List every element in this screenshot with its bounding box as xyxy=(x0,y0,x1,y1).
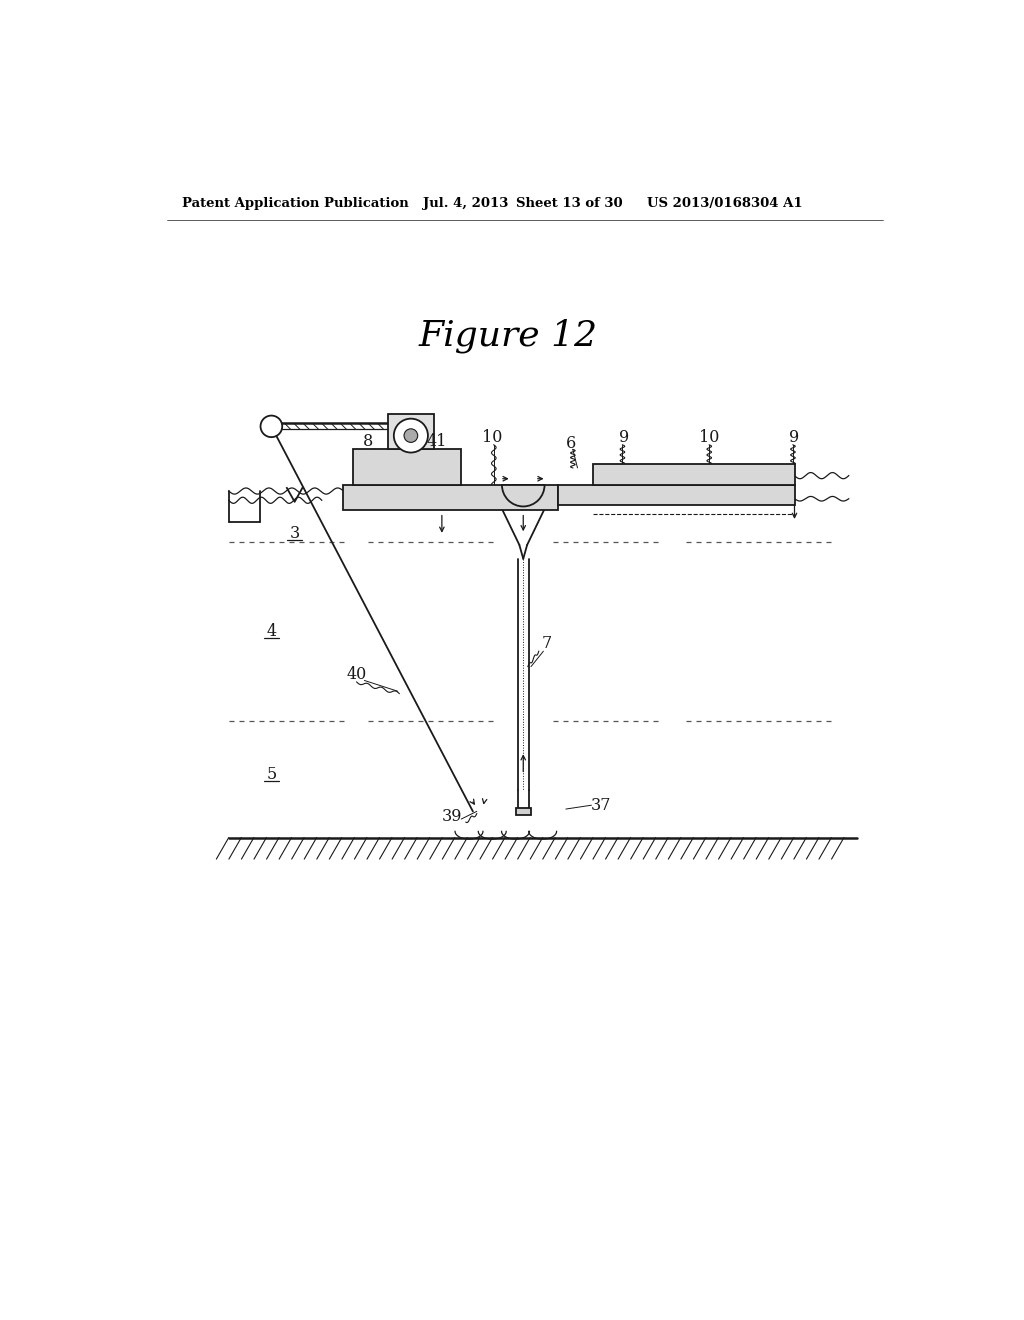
Circle shape xyxy=(404,429,418,442)
Text: 40: 40 xyxy=(346,665,367,682)
Text: 41: 41 xyxy=(426,433,446,450)
Text: Sheet 13 of 30: Sheet 13 of 30 xyxy=(515,197,623,210)
Text: 6: 6 xyxy=(566,434,577,451)
Text: 4: 4 xyxy=(266,623,276,640)
FancyBboxPatch shape xyxy=(593,465,795,484)
Circle shape xyxy=(260,416,283,437)
Text: 7: 7 xyxy=(542,635,552,652)
Text: Patent Application Publication: Patent Application Publication xyxy=(182,197,409,210)
Text: → →: → → xyxy=(703,490,723,499)
Text: 3: 3 xyxy=(290,525,300,543)
FancyBboxPatch shape xyxy=(352,449,461,484)
Text: Figure 12: Figure 12 xyxy=(418,318,597,352)
Text: 5: 5 xyxy=(266,766,276,783)
FancyBboxPatch shape xyxy=(343,484,558,511)
Text: 10: 10 xyxy=(482,429,503,446)
Text: 9: 9 xyxy=(618,429,629,446)
Text: Jul. 4, 2013: Jul. 4, 2013 xyxy=(423,197,508,210)
Circle shape xyxy=(394,418,428,453)
FancyBboxPatch shape xyxy=(558,484,795,506)
Text: 10: 10 xyxy=(699,429,720,446)
Text: 9: 9 xyxy=(790,429,800,446)
Text: 37: 37 xyxy=(591,797,611,813)
Text: 39: 39 xyxy=(441,808,462,825)
FancyBboxPatch shape xyxy=(388,414,434,449)
FancyBboxPatch shape xyxy=(515,808,531,816)
Text: 8: 8 xyxy=(364,433,374,450)
Text: US 2013/0168304 A1: US 2013/0168304 A1 xyxy=(647,197,803,210)
